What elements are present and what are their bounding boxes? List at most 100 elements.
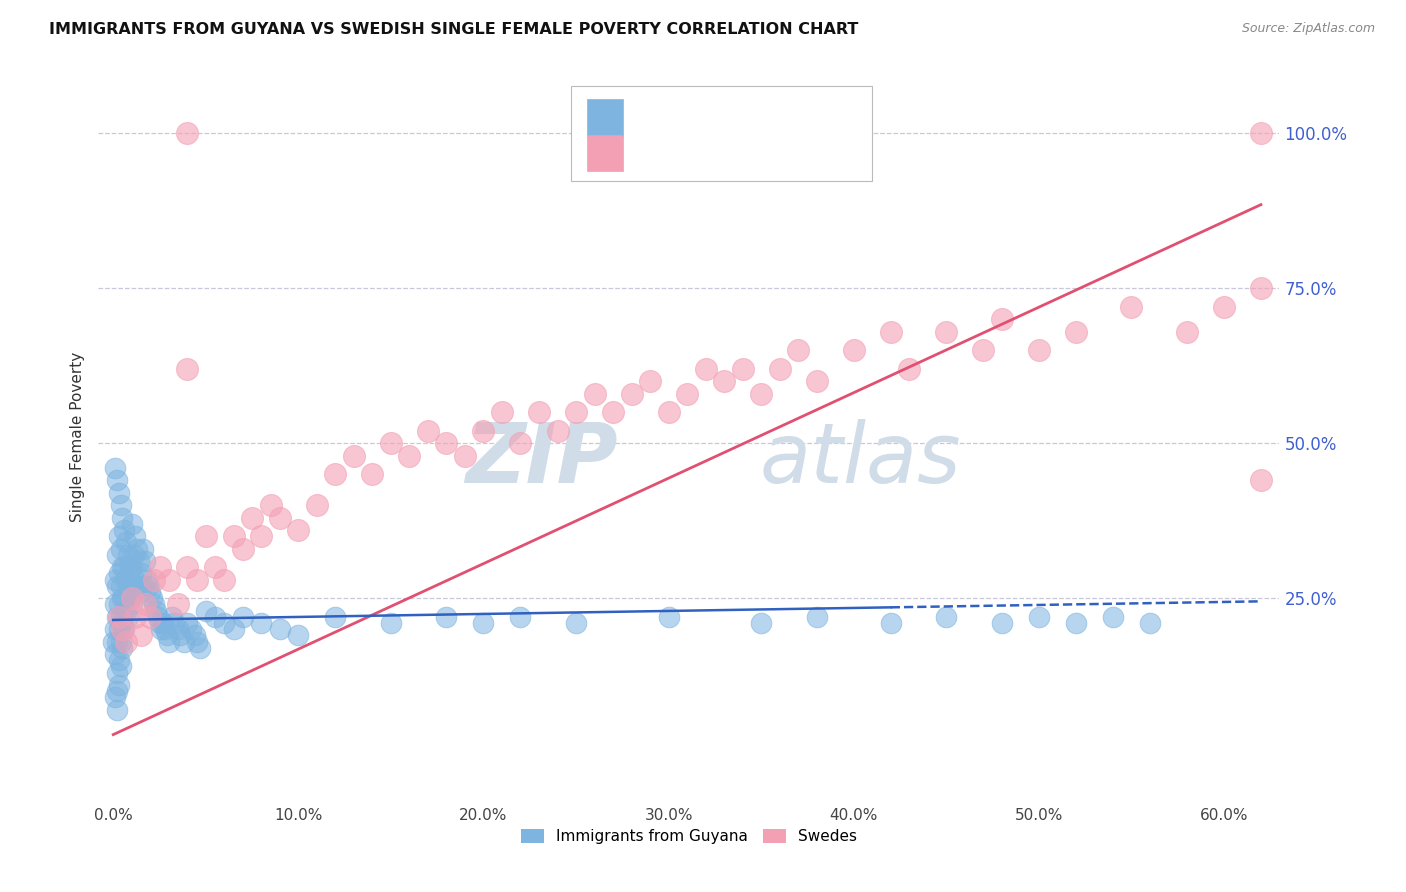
Swedes	[259, 498, 281, 512]
Immigrants from Guyana	[250, 615, 273, 630]
Swedes	[1250, 126, 1272, 140]
Immigrants from Guyana	[173, 634, 195, 648]
Immigrants from Guyana	[380, 615, 402, 630]
Swedes	[880, 325, 903, 339]
Swedes	[454, 449, 477, 463]
Immigrants from Guyana	[204, 610, 226, 624]
Immigrants from Guyana	[105, 474, 128, 488]
Immigrants from Guyana	[188, 640, 211, 655]
Immigrants from Guyana	[128, 554, 150, 568]
Immigrants from Guyana	[176, 615, 198, 630]
Text: Source: ZipAtlas.com: Source: ZipAtlas.com	[1241, 22, 1375, 36]
Immigrants from Guyana	[121, 560, 143, 574]
Immigrants from Guyana	[115, 535, 138, 549]
Immigrants from Guyana	[110, 634, 132, 648]
Immigrants from Guyana	[105, 703, 128, 717]
Text: N =: N =	[737, 145, 772, 161]
Swedes	[222, 529, 245, 543]
Immigrants from Guyana	[110, 541, 132, 556]
Swedes	[305, 498, 328, 512]
Immigrants from Guyana	[148, 615, 170, 630]
Immigrants from Guyana	[186, 634, 208, 648]
Swedes	[1175, 325, 1198, 339]
Immigrants from Guyana	[112, 622, 135, 636]
FancyBboxPatch shape	[588, 99, 623, 136]
Swedes	[991, 312, 1014, 326]
Text: 0.018: 0.018	[683, 111, 734, 125]
Swedes	[1213, 300, 1236, 314]
Swedes	[121, 591, 143, 606]
Immigrants from Guyana	[104, 461, 127, 475]
Immigrants from Guyana	[1102, 610, 1125, 624]
Swedes	[472, 424, 495, 438]
Text: atlas: atlas	[759, 418, 962, 500]
Immigrants from Guyana	[287, 628, 309, 642]
Immigrants from Guyana	[111, 640, 134, 655]
Immigrants from Guyana	[129, 566, 152, 581]
Immigrants from Guyana	[156, 628, 179, 642]
Swedes	[176, 560, 198, 574]
Immigrants from Guyana	[105, 548, 128, 562]
Swedes	[139, 610, 162, 624]
Immigrants from Guyana	[152, 615, 174, 630]
Swedes	[769, 362, 792, 376]
Immigrants from Guyana	[150, 622, 173, 636]
Immigrants from Guyana	[134, 554, 156, 568]
Immigrants from Guyana	[105, 579, 128, 593]
Immigrants from Guyana	[935, 610, 957, 624]
FancyBboxPatch shape	[571, 86, 872, 181]
Swedes	[343, 449, 366, 463]
Swedes	[325, 467, 347, 482]
Swedes	[167, 598, 190, 612]
Swedes	[232, 541, 254, 556]
Immigrants from Guyana	[112, 591, 135, 606]
Swedes	[115, 634, 138, 648]
Swedes	[676, 386, 699, 401]
Immigrants from Guyana	[509, 610, 531, 624]
Swedes	[565, 405, 588, 419]
Immigrants from Guyana	[105, 634, 128, 648]
Immigrants from Guyana	[115, 573, 138, 587]
Immigrants from Guyana	[122, 548, 145, 562]
Swedes	[638, 374, 661, 388]
Swedes	[1064, 325, 1087, 339]
Immigrants from Guyana	[107, 566, 129, 581]
Immigrants from Guyana	[749, 615, 772, 630]
Immigrants from Guyana	[880, 615, 903, 630]
Y-axis label: Single Female Poverty: Single Female Poverty	[70, 352, 86, 522]
Immigrants from Guyana	[132, 541, 155, 556]
Swedes	[250, 529, 273, 543]
Swedes	[380, 436, 402, 450]
Immigrants from Guyana	[658, 610, 681, 624]
Immigrants from Guyana	[1064, 615, 1087, 630]
Immigrants from Guyana	[112, 523, 135, 537]
Immigrants from Guyana	[107, 653, 129, 667]
Swedes	[194, 529, 217, 543]
Swedes	[935, 325, 957, 339]
Immigrants from Guyana	[436, 610, 458, 624]
Immigrants from Guyana	[104, 647, 127, 661]
Immigrants from Guyana	[142, 598, 165, 612]
Immigrants from Guyana	[115, 604, 138, 618]
Swedes	[176, 362, 198, 376]
Swedes	[361, 467, 384, 482]
Immigrants from Guyana	[167, 622, 190, 636]
Swedes	[134, 598, 156, 612]
Swedes	[972, 343, 994, 358]
Immigrants from Guyana	[135, 573, 157, 587]
Swedes	[731, 362, 754, 376]
Immigrants from Guyana	[107, 529, 129, 543]
Swedes	[1250, 474, 1272, 488]
Swedes	[547, 424, 569, 438]
Text: 0.661: 0.661	[683, 145, 734, 161]
Immigrants from Guyana	[806, 610, 828, 624]
Swedes	[898, 362, 921, 376]
Immigrants from Guyana	[991, 615, 1014, 630]
Swedes	[269, 510, 291, 524]
Swedes	[620, 386, 643, 401]
Swedes	[107, 610, 129, 624]
Immigrants from Guyana	[146, 610, 169, 624]
Immigrants from Guyana	[104, 622, 127, 636]
Immigrants from Guyana	[183, 628, 205, 642]
Immigrants from Guyana	[118, 591, 141, 606]
